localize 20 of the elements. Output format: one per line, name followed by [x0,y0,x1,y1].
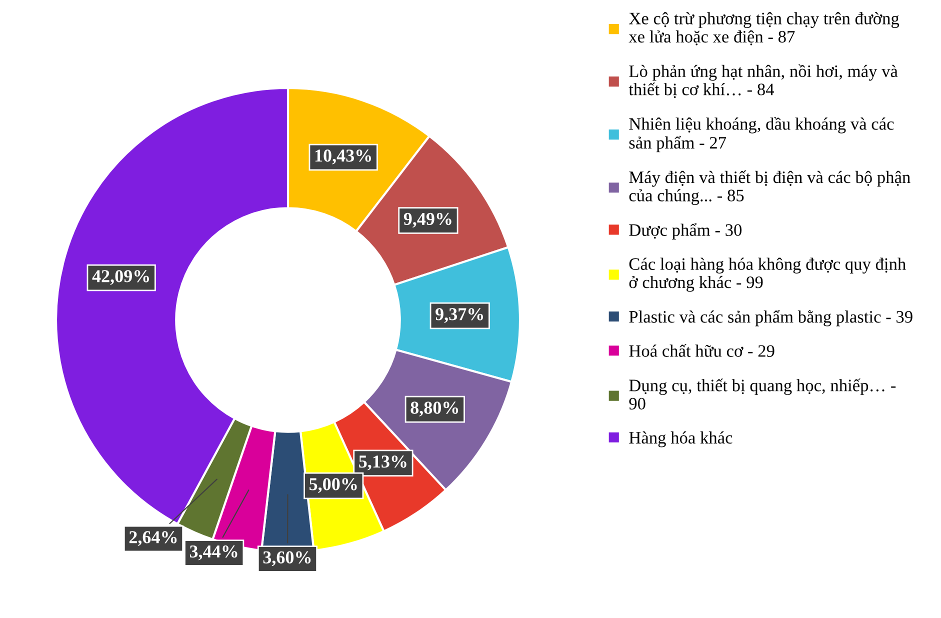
legend-label: Dược phẩm - 30 [629,223,742,240]
data-label: 8,80% [410,402,458,416]
legend-label: Lò phản ứng hạt nhân, nồi hơi, máy và thiết bị cơ khí… - 84 [628,64,898,98]
data-label: 9,49% [404,212,452,228]
legend-label: Hàng hóa khác [629,431,732,448]
legend-label: Hoá chất hữu cơ - 29 [629,344,774,357]
legend-label: Plastic và các sản phẩm bằng plastic - 39 [629,310,912,326]
data-label: 2,64% [129,531,177,546]
data-label: 9,37% [436,308,484,323]
legend-label: Các loại hàng hóa không được quy định ở chương khác - 99 [629,258,906,292]
data-label: 10,43% [315,150,371,164]
legend-label: Nhiên liệu khoáng, dầu khoáng và các sản phẩm - 27 [629,117,894,152]
data-label: 42,09% [92,270,149,285]
legend-label: Máy điện và thiết bị điện và các bộ phận của chúng... - 85 [629,170,910,205]
data-label: 5,00% [310,478,357,493]
data-label: 3,44% [190,545,238,560]
legend-label: Xe cộ trừ phương tiện chạy trên đường xe lửa hoặc xe điện - 87 [628,12,900,46]
legend-label: Dụng cụ, thiết bị quang học, nhiếp… - 90 [629,378,896,410]
data-label: 5,13% [359,455,406,470]
data-label: 3,60% [263,551,311,566]
